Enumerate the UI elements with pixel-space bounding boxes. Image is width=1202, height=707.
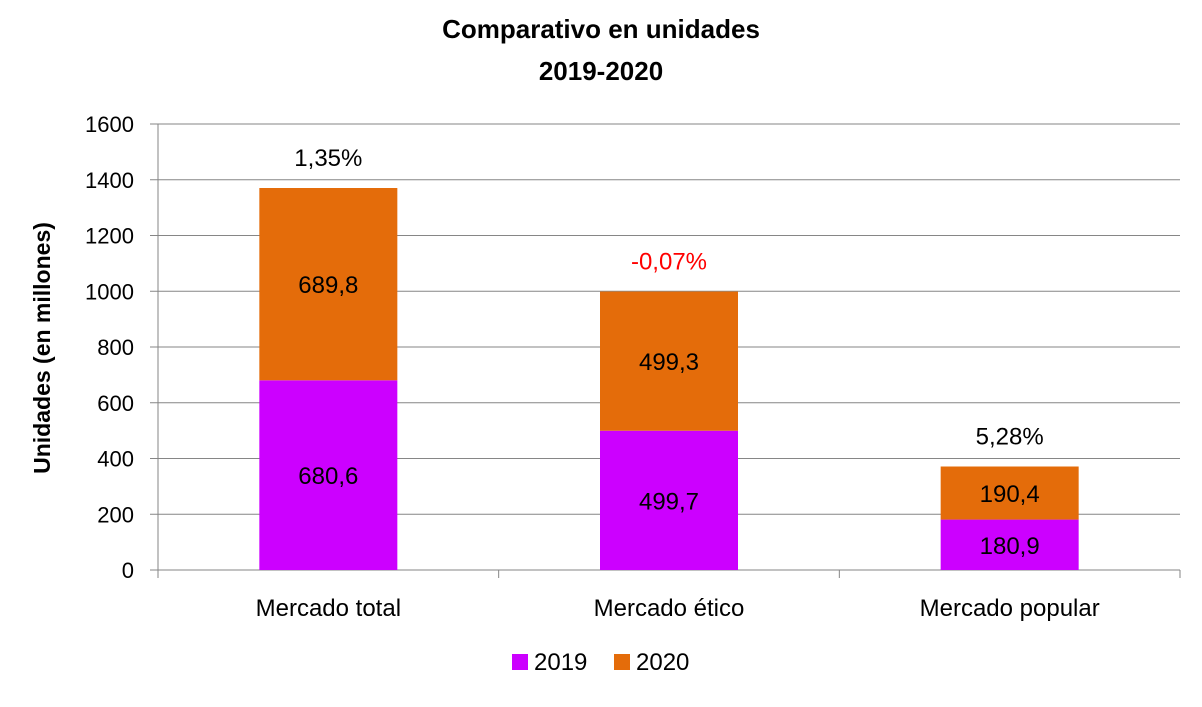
y-tick-label: 200 bbox=[97, 502, 134, 527]
data-label-2020: 689,8 bbox=[298, 272, 358, 299]
x-axis: Mercado total Mercado ético Mercado popula… bbox=[157, 569, 1181, 622]
chart-title-line-2: 2019-2020 bbox=[539, 56, 663, 86]
chart-title-line-1: Comparativo en unidades bbox=[442, 14, 760, 44]
y-axis-label: Unidades (en millones) bbox=[29, 222, 55, 474]
bars bbox=[259, 188, 1079, 570]
legend-swatch-2019 bbox=[512, 654, 528, 670]
y-tick-label: 1000 bbox=[85, 279, 134, 304]
bar-2019 bbox=[259, 380, 398, 570]
x-tick-label: Mercado total bbox=[256, 595, 401, 622]
legend-swatch-2020 bbox=[614, 654, 630, 670]
bar-2019 bbox=[940, 519, 1079, 570]
percent-change-label: -0,07% bbox=[631, 249, 707, 276]
bar-2020 bbox=[940, 466, 1079, 520]
bar-2020 bbox=[259, 188, 398, 381]
x-tick-label: Mercado popular bbox=[920, 595, 1100, 622]
y-tick-label: 1400 bbox=[85, 168, 134, 193]
percent-change-label: 1,35% bbox=[294, 145, 362, 172]
bar-2020 bbox=[600, 291, 738, 431]
y-tick-label: 1200 bbox=[85, 224, 134, 249]
y-tick-label: 600 bbox=[97, 391, 134, 416]
y-tick-label: 1600 bbox=[85, 112, 134, 137]
data-label-2019: 499,7 bbox=[639, 488, 699, 515]
y-axis: 0 200 400 600 800 1000 1200 1400 1600 bbox=[85, 112, 159, 583]
legend-label-2020: 2020 bbox=[636, 649, 689, 676]
data-label-2019: 180,9 bbox=[980, 533, 1040, 560]
data-label-2020: 499,3 bbox=[639, 349, 699, 376]
data-label-2020: 190,4 bbox=[980, 481, 1040, 508]
legend-label-2019: 2019 bbox=[534, 649, 587, 676]
legend: 2019 2020 bbox=[512, 649, 689, 676]
data-labels: 680,6 689,8 1,35% 499,7 499,3 -0,07% 180,9 190,… bbox=[294, 145, 1043, 560]
data-label-2019: 680,6 bbox=[298, 463, 358, 490]
percent-change-label: 5,28% bbox=[976, 424, 1044, 451]
y-tick-label: 0 bbox=[122, 558, 134, 583]
bar-2019 bbox=[600, 430, 738, 570]
y-tick-label: 400 bbox=[97, 447, 134, 472]
x-tick-label: Mercado ético bbox=[594, 595, 745, 622]
y-tick-label: 800 bbox=[97, 335, 134, 360]
